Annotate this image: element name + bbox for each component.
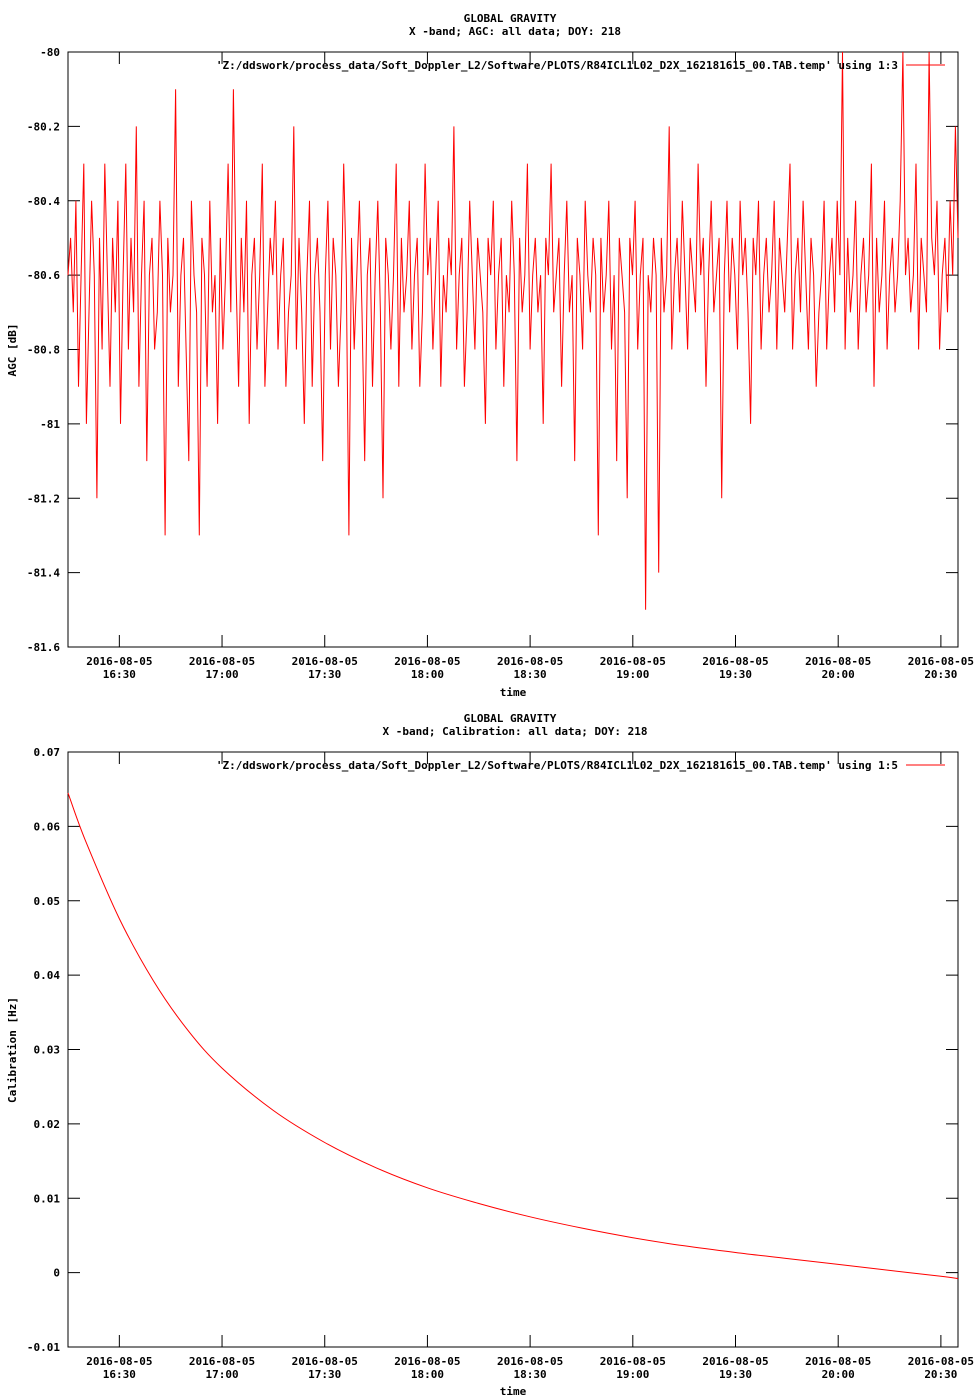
x-tick-time-label: 17:30: [308, 668, 341, 681]
y-tick-label: -80.8: [27, 344, 60, 357]
x-tick-date-label: 2016-08-05: [600, 1355, 666, 1368]
x-tick-date-label: 2016-08-05: [189, 1355, 255, 1368]
x-tick-date-label: 2016-08-05: [497, 1355, 563, 1368]
x-tick-date-label: 2016-08-05: [702, 1355, 768, 1368]
y-tick-label: 0.02: [34, 1118, 61, 1131]
x-tick-date-label: 2016-08-05: [86, 1355, 152, 1368]
y-tick-label: -81.2: [27, 492, 60, 505]
series-line: [67, 792, 959, 1280]
x-axis-label: time: [500, 686, 527, 699]
x-tick-date-label: 2016-08-05: [497, 655, 563, 668]
x-tick-time-label: 17:00: [205, 668, 238, 681]
y-tick-label: 0.07: [34, 746, 61, 759]
y-axis-label: AGC [dB]: [6, 324, 19, 377]
chart-subtitle: X -band; AGC: all data; DOY: 218: [409, 25, 621, 38]
x-tick-date-label: 2016-08-05: [86, 655, 152, 668]
y-tick-label: 0: [53, 1267, 60, 1280]
chart-title: GLOBAL GRAVITY: [464, 12, 557, 25]
x-tick-date-label: 2016-08-05: [394, 655, 460, 668]
x-tick-date-label: 2016-08-05: [189, 655, 255, 668]
y-tick-label: 0.05: [34, 895, 61, 908]
y-tick-label: 0.06: [34, 820, 61, 833]
legend-label: 'Z:/ddswork/process_data/Soft_Doppler_L2…: [216, 59, 898, 72]
x-tick-date-label: 2016-08-05: [908, 1355, 974, 1368]
calibration-chart: GLOBAL GRAVITY X -band; Calibration: all…: [6, 712, 974, 1398]
series-line: [67, 51, 959, 610]
y-tick-label: 0.01: [34, 1192, 61, 1205]
y-tick-label: 0.04: [34, 969, 61, 982]
agc-plot-area: -80 -80.2 -80.4 -80.6 -80.8 -81 -81.2 -81.4 -81.…: [27, 46, 974, 681]
agc-chart: GLOBAL GRAVITY X -band; AGC: all data; D…: [6, 12, 974, 699]
x-tick-time-label: 19:30: [719, 668, 752, 681]
x-tick-time-label: 18:30: [514, 668, 547, 681]
x-tick-time-label: 20:30: [924, 1368, 957, 1381]
y-tick-label: -80.2: [27, 120, 60, 133]
chart-subtitle: X -band; Calibration: all data; DOY: 218: [383, 725, 648, 738]
x-tick-date-label: 2016-08-05: [805, 655, 871, 668]
x-tick-time-label: 16:30: [103, 1368, 136, 1381]
calibration-plot-area: 0.07 0.06 0.05 0.04 0.03 0.02 0.01 0 -0.01 2016-0…: [27, 746, 974, 1381]
x-tick-date-label: 2016-08-05: [394, 1355, 460, 1368]
chart-title: GLOBAL GRAVITY: [464, 712, 557, 725]
x-tick-date-label: 2016-08-05: [908, 655, 974, 668]
legend-label: 'Z:/ddswork/process_data/Soft_Doppler_L2…: [216, 759, 898, 772]
x-axis-label: time: [500, 1385, 527, 1398]
x-tick-date-label: 2016-08-05: [805, 1355, 871, 1368]
x-tick-time-label: 19:00: [616, 1368, 649, 1381]
y-tick-label: -0.01: [27, 1341, 60, 1354]
x-tick-time-label: 17:00: [205, 1368, 238, 1381]
y-axis-label: Calibration [Hz]: [6, 997, 19, 1103]
y-tick-label: -81.4: [27, 567, 60, 580]
x-tick-time-label: 20:30: [924, 668, 957, 681]
x-tick-time-label: 20:00: [822, 1368, 855, 1381]
y-tick-label: -80.4: [27, 195, 60, 208]
x-tick-date-label: 2016-08-05: [292, 1355, 358, 1368]
y-tick-label: -81.6: [27, 641, 60, 654]
x-tick-time-label: 16:30: [103, 668, 136, 681]
plot-frame: [67, 751, 959, 1348]
x-tick-date-label: 2016-08-05: [292, 655, 358, 668]
y-tick-label: -80.6: [27, 269, 60, 282]
x-tick-time-label: 18:00: [411, 668, 444, 681]
x-tick-time-label: 18:30: [514, 1368, 547, 1381]
plot-frame: [67, 51, 959, 648]
x-tick-time-label: 18:00: [411, 1368, 444, 1381]
y-tick-label: -81: [40, 418, 60, 431]
x-tick-time-label: 17:30: [308, 1368, 341, 1381]
x-tick-date-label: 2016-08-05: [600, 655, 666, 668]
y-tick-label: -80: [40, 46, 60, 59]
y-tick-label: 0.03: [34, 1044, 61, 1057]
x-tick-time-label: 19:00: [616, 668, 649, 681]
x-tick-time-label: 20:00: [822, 668, 855, 681]
x-tick-time-label: 19:30: [719, 1368, 752, 1381]
x-tick-date-label: 2016-08-05: [702, 655, 768, 668]
